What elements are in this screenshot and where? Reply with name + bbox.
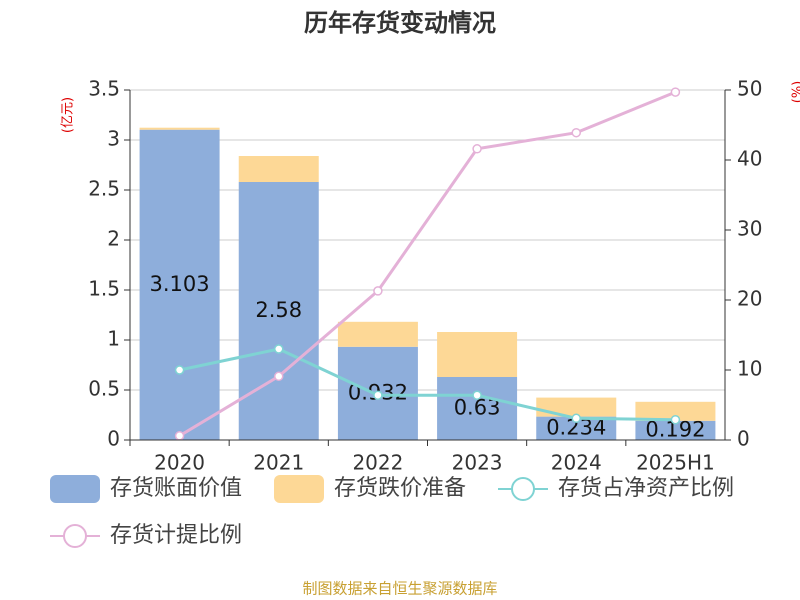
y2-axis-label: (%)	[791, 81, 800, 104]
y2-tick-label: 20	[737, 287, 762, 311]
bar	[139, 129, 220, 440]
x-tick-label: 2025H1	[636, 451, 715, 475]
x-tick-label: 2024	[551, 451, 602, 475]
y2-tick-label: 0	[737, 427, 750, 451]
y-axis-label: (亿元)	[61, 97, 76, 133]
line-point	[373, 286, 383, 296]
bar	[635, 420, 716, 440]
bar	[437, 332, 518, 377]
bar	[536, 416, 617, 440]
line	[178, 90, 676, 438]
bar	[437, 377, 518, 440]
bar	[238, 156, 319, 182]
bar	[337, 321, 418, 347]
y2-tick-label: 30	[737, 217, 762, 241]
chart-title: 历年存货变动情况	[304, 9, 496, 37]
x-tick-label: 2021	[253, 451, 304, 475]
bar	[536, 397, 617, 417]
line-point	[670, 87, 681, 97]
line-point	[174, 365, 185, 375]
bar	[139, 127, 220, 130]
line-point	[274, 371, 284, 382]
x-tick-label: 2022	[352, 451, 403, 475]
legend-swatch	[274, 475, 324, 503]
legend-label: 存货账面价值	[110, 476, 242, 501]
bar	[635, 401, 716, 421]
line-point	[571, 127, 581, 138]
y2-tick-label: 10	[737, 357, 762, 381]
line-point	[472, 390, 482, 400]
line-point	[571, 413, 581, 424]
y-tick-label: 3	[107, 127, 120, 151]
legend-swatch	[511, 477, 535, 501]
line-point	[472, 144, 482, 154]
x-tick-label: 2020	[154, 451, 205, 475]
data-label: 3.103	[150, 272, 210, 296]
data-label: 2.58	[255, 298, 302, 322]
legend-swatch	[50, 475, 100, 503]
y2-tick-label: 50	[737, 77, 762, 101]
y2-tick-label: 40	[737, 147, 762, 171]
bar	[238, 182, 319, 440]
line	[179, 347, 676, 422]
y-tick-label: 1.5	[88, 277, 120, 301]
y-tick-label: 1	[107, 327, 120, 351]
y-tick-label: 2	[107, 227, 120, 251]
legend-label: 存货跌价准备	[334, 476, 466, 501]
y-tick-label: 0.5	[88, 377, 120, 401]
y-tick-label: 3.5	[88, 77, 120, 101]
x-tick-label: 2023	[452, 451, 503, 475]
legend-swatch	[63, 524, 87, 548]
legend-label: 存货计提比例	[110, 523, 242, 548]
y-tick-label: 2.5	[88, 177, 120, 201]
line-point	[174, 431, 185, 441]
line-point	[274, 344, 284, 354]
legend-label: 存货占净资产比例	[558, 476, 734, 501]
line-point	[670, 414, 681, 425]
line-point	[373, 390, 383, 400]
source-note: 制图数据来自恒生聚源数据库	[302, 580, 497, 598]
y-tick-label: 0	[107, 427, 120, 451]
